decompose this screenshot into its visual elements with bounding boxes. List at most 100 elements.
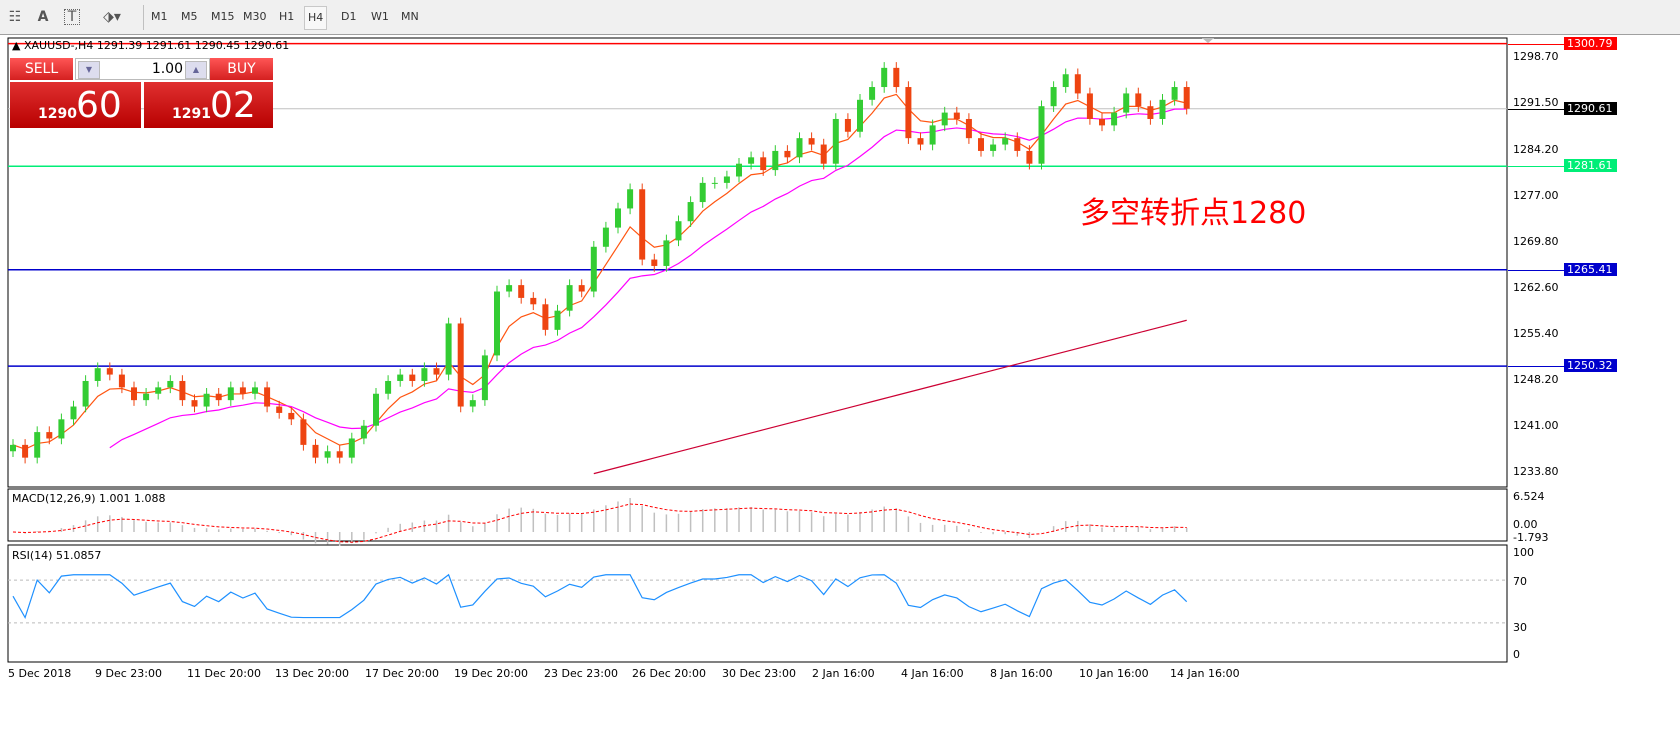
timeframe-h4[interactable]: H4 (304, 6, 328, 30)
price-axis-label: 1298.70 (1513, 50, 1559, 63)
fibonacci-fan-icon[interactable]: ☷ (8, 9, 22, 25)
timeframe-w1[interactable]: W1 (371, 10, 389, 23)
candle-body (530, 297, 537, 305)
candle-body (723, 176, 730, 183)
macd-axis-top: 6.524 (1513, 490, 1545, 503)
candle-body (978, 138, 984, 151)
timeframe-m5[interactable]: M5 (181, 10, 198, 23)
candle-body (46, 432, 53, 439)
candle-body (651, 259, 658, 266)
candle-body (10, 444, 16, 452)
timeframe-m30[interactable]: M30 (243, 10, 267, 23)
candle-body (796, 138, 803, 158)
candle-body (578, 285, 585, 292)
candle-body (1038, 106, 1045, 164)
candle-body (711, 182, 718, 184)
candle-body (1050, 87, 1057, 107)
shift-marker-icon (1202, 38, 1214, 43)
price-level-connector (1508, 43, 1564, 45)
macd-signal-line (12, 503, 1187, 543)
price-axis-label: 1233.80 (1513, 464, 1559, 478)
price-level-connector (1508, 269, 1564, 271)
timeframe-m1[interactable]: M1 (151, 10, 168, 23)
candle-body (542, 304, 549, 330)
arrows-icon[interactable]: ⬗▾ (103, 9, 121, 25)
time-axis-label: 14 Jan 16:00 (1170, 667, 1240, 680)
candle-body (348, 438, 355, 458)
candle-body (1183, 87, 1190, 109)
candle-body (905, 87, 912, 139)
candle-body (252, 387, 258, 394)
candle-body (748, 157, 755, 164)
timeframe-mn[interactable]: MN (401, 10, 419, 23)
time-axis-label: 4 Jan 16:00 (901, 667, 964, 680)
candle-body (518, 285, 525, 298)
time-axis-label: 2 Jan 16:00 (812, 667, 875, 680)
time-axis-label: 23 Dec 23:00 (544, 667, 618, 680)
bid-price-major: 1290 (38, 106, 77, 122)
price-axis-label: 1269.80 (1513, 234, 1559, 248)
candle-body (1062, 74, 1069, 88)
chart-canvas[interactable] (0, 35, 1680, 690)
candle-body (687, 202, 694, 222)
timeframe-m15[interactable]: M15 (211, 10, 235, 23)
macd-axis-bottom: -1.793 (1513, 531, 1549, 544)
candle-body (1111, 112, 1118, 126)
candle-body (1159, 99, 1166, 119)
candle-body (22, 444, 29, 458)
timeframe-h1[interactable]: H1 (279, 10, 295, 23)
candle-body (965, 118, 972, 139)
lot-value[interactable]: 1.00 (151, 61, 183, 77)
medium-moving-average (109, 108, 1187, 449)
rsi-axis-0: 0 (1513, 648, 1520, 661)
candle-body (760, 157, 767, 171)
candle-body (1002, 138, 1009, 145)
rsi-axis-30: 30 (1513, 621, 1527, 634)
candle-body (155, 387, 162, 394)
ask-price-minor: 02 (210, 85, 256, 126)
candle-body (639, 189, 646, 260)
candle-body (300, 419, 307, 445)
time-axis-label: 30 Dec 23:00 (722, 667, 796, 680)
buy-button[interactable]: BUY (210, 58, 273, 80)
time-axis-label: 19 Dec 20:00 (454, 667, 528, 680)
candle-body (663, 240, 670, 266)
time-axis-label: 17 Dec 20:00 (365, 667, 439, 680)
rsi-line (12, 573, 1188, 620)
symbol-ohlc: XAUUSD-,H4 1291.39 1291.61 1290.45 1290.… (23, 39, 290, 52)
macd-panel-border (7, 488, 1508, 542)
timeframe-d1[interactable]: D1 (341, 10, 357, 23)
toolbar-separator (143, 5, 144, 30)
candle-body (917, 138, 924, 145)
price-axis-label: 1291.50 (1513, 96, 1559, 109)
chart-window[interactable]: ▲ XAUUSD-,H4 1291.39 1291.61 1290.45 129… (0, 35, 1680, 690)
candle-body (373, 393, 379, 426)
rsi-axis-70: 70 (1513, 575, 1527, 588)
time-axis-label: 9 Dec 23:00 (95, 667, 162, 680)
candle-body (881, 67, 888, 88)
text-label-icon[interactable]: T (64, 9, 80, 25)
text-icon[interactable]: A (37, 9, 49, 25)
candle-body (1147, 106, 1154, 119)
candle-body (1099, 118, 1105, 126)
candle-body (602, 227, 609, 247)
candle-body (566, 285, 573, 311)
buy-price-button[interactable]: 1291 02 (144, 82, 273, 128)
candle-body (554, 310, 561, 330)
candle-body (70, 406, 77, 420)
candle-body (215, 393, 222, 401)
candle-body (675, 221, 682, 241)
sell-price-button[interactable]: 1290 60 (10, 82, 141, 128)
lot-size-field[interactable]: ▼ 1.00 ▲ (75, 58, 210, 80)
price-level-tag: 1265.41 (1564, 262, 1617, 276)
candle-body (1123, 93, 1130, 113)
candle-body (929, 125, 936, 145)
price-level-tag: 1250.32 (1564, 359, 1617, 373)
candle-body (203, 393, 210, 407)
sell-button[interactable]: SELL (10, 58, 73, 80)
candle-body (941, 112, 948, 126)
lot-increase-button[interactable]: ▲ (185, 61, 207, 79)
candle-body (143, 393, 150, 401)
lot-decrease-button[interactable]: ▼ (78, 61, 100, 79)
main-panel-border (7, 37, 1508, 488)
